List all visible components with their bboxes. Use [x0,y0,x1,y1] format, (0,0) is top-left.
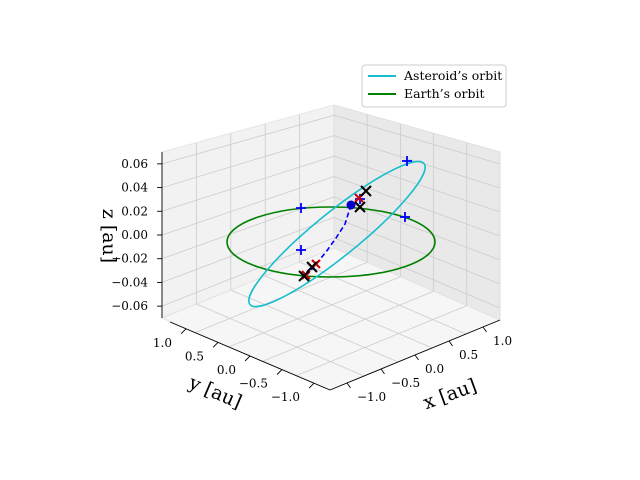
y-tick-mark [212,342,219,348]
x-tick-label: 0.5 [459,348,478,362]
x-tick-mark [414,354,419,361]
x-tick-mark [380,368,385,375]
floor-grid-line [296,305,467,376]
sun-marker [346,200,356,210]
floor-grid-line [196,303,365,377]
y-tick-label: −0.5 [239,377,268,391]
earth-orbit-line [226,206,436,278]
y-tick-label: 0.0 [217,363,236,377]
height-grid-line [161,114,501,165]
tick-layer: 0.06 0.04 0.02 0.00 −0.02 −0.04 −0.06 1.0 0.5 0.0… [111,157,512,404]
y-tick-mark [308,382,315,389]
legend: Asteroid’s orbit Earth’s orbit [361,64,507,108]
z-tick-label: −0.04 [111,275,148,289]
y-tick-label: 1.0 [153,336,172,350]
z-tick-label: −0.06 [111,299,148,313]
floor-grid-line [265,275,433,349]
height-grid-line [161,155,501,213]
legend-box [361,64,507,108]
x-tick-mark [482,326,487,333]
z-tick-label: 0.00 [121,228,148,242]
height-grid-line [161,216,501,285]
z-axis-label: z [au] [98,209,120,263]
z-tick-label: 0.04 [121,181,148,195]
y-tick-label: −1.0 [271,390,300,404]
grid-lines [161,114,501,377]
y-axis-label: y [au] [185,371,245,413]
y-tick-mark [276,369,283,375]
x-tick-label: 0.0 [425,362,444,376]
height-grid-line [161,135,501,189]
black-x-marker [298,270,310,282]
black-x-marker [306,261,318,273]
height-grid-line [161,196,501,261]
markers-layer [296,156,412,282]
z-tick-label: 0.02 [121,204,148,218]
legend-label-earth: Earth’s orbit [404,86,485,101]
floor-grid-line [262,290,434,362]
transfer-path-line [307,204,352,275]
x-tick-label: 1.0 [493,334,512,348]
black-x-marker [360,185,372,197]
x-tick-mark [448,340,453,347]
y-tick-mark [244,355,251,362]
height-grid-line [161,237,501,309]
x-tick-label: −1.0 [357,390,386,404]
z-tick-label: 0.06 [121,157,148,171]
floor-grid-line [299,261,467,335]
height-grid-line [161,176,501,237]
black-x-marker [354,201,366,213]
floor-grid-line [229,276,401,348]
y-tick-label: 0.5 [185,349,204,363]
asteroid-orbit-line [248,160,426,308]
x-tick-label: −0.5 [391,376,420,390]
x-tick-mark [346,382,351,389]
legend-label-asteroid: Asteroid’s orbit [403,68,502,83]
y-tick-mark [180,328,187,335]
floor-grid-line [230,289,399,363]
x-axis-label: x [au] [420,375,479,415]
z-tick-label: −0.02 [111,252,148,266]
